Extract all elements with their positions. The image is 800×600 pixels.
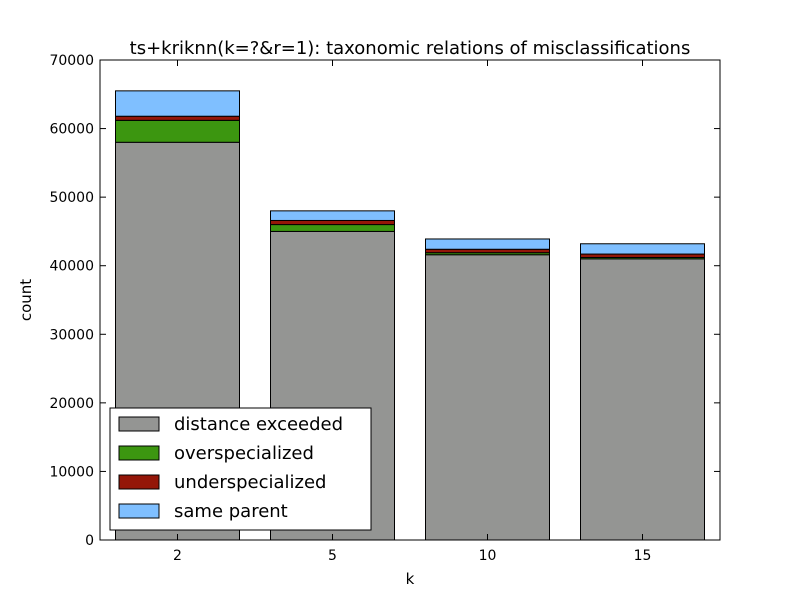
chart-title: ts+kriknn(k=?&r=1): taxonomic relations … [130,38,691,59]
y-tick-label: 10000 [49,464,94,480]
bars-group [115,90,705,541]
y-tick-label: 30000 [49,327,94,343]
x-tick-label: 5 [328,548,337,564]
bar-same-parent-5 [270,210,395,221]
bar-distance-exceeded-10 [425,254,550,541]
y-axis-label: count [17,279,35,321]
x-tick-label: 15 [634,548,652,564]
bar-underspecialized-10 [425,248,550,254]
bar-overspecialized-2 [115,119,240,143]
legend-swatch-overspecialized [118,445,160,461]
legend: distance exceeded overspecialized underspe… [109,407,372,531]
legend-swatch-distance-exceeded [118,416,160,432]
legend-swatch-underspecialized [118,474,160,490]
y-tick-label: 70000 [49,53,94,69]
bar-same-parent-10 [425,238,550,250]
bar-distance-exceeded-15 [580,258,705,541]
bar-same-parent-15 [580,243,705,255]
x-axis: 2 5 10 15 [173,60,651,564]
legend-label-distance-exceeded: distance exceeded [174,414,343,435]
y-axis: 0 10000 20000 30000 40000 50000 60000 70000 [49,53,720,549]
y-tick-label: 0 [85,533,94,549]
x-axis-label: k [406,570,415,588]
bar-same-parent-2 [115,90,240,117]
legend-label-underspecialized: underspecialized [174,472,326,493]
legend-swatch-same-parent [118,503,160,519]
y-tick-label: 20000 [49,396,94,412]
plot-frame [99,59,721,541]
y-tick-label: 60000 [49,122,94,138]
bar-overspecialized-5 [270,224,395,232]
bar-underspecialized-2 [115,115,240,121]
legend-label-overspecialized: overspecialized [174,443,314,464]
bar-underspecialized-5 [270,219,395,226]
x-tick-label: 2 [173,548,182,564]
y-tick-label: 40000 [49,259,94,275]
y-tick-label: 50000 [49,190,94,206]
x-tick-label: 10 [479,548,497,564]
bar-underspecialized-15 [580,253,705,258]
legend-label-same-parent: same parent [174,501,288,522]
